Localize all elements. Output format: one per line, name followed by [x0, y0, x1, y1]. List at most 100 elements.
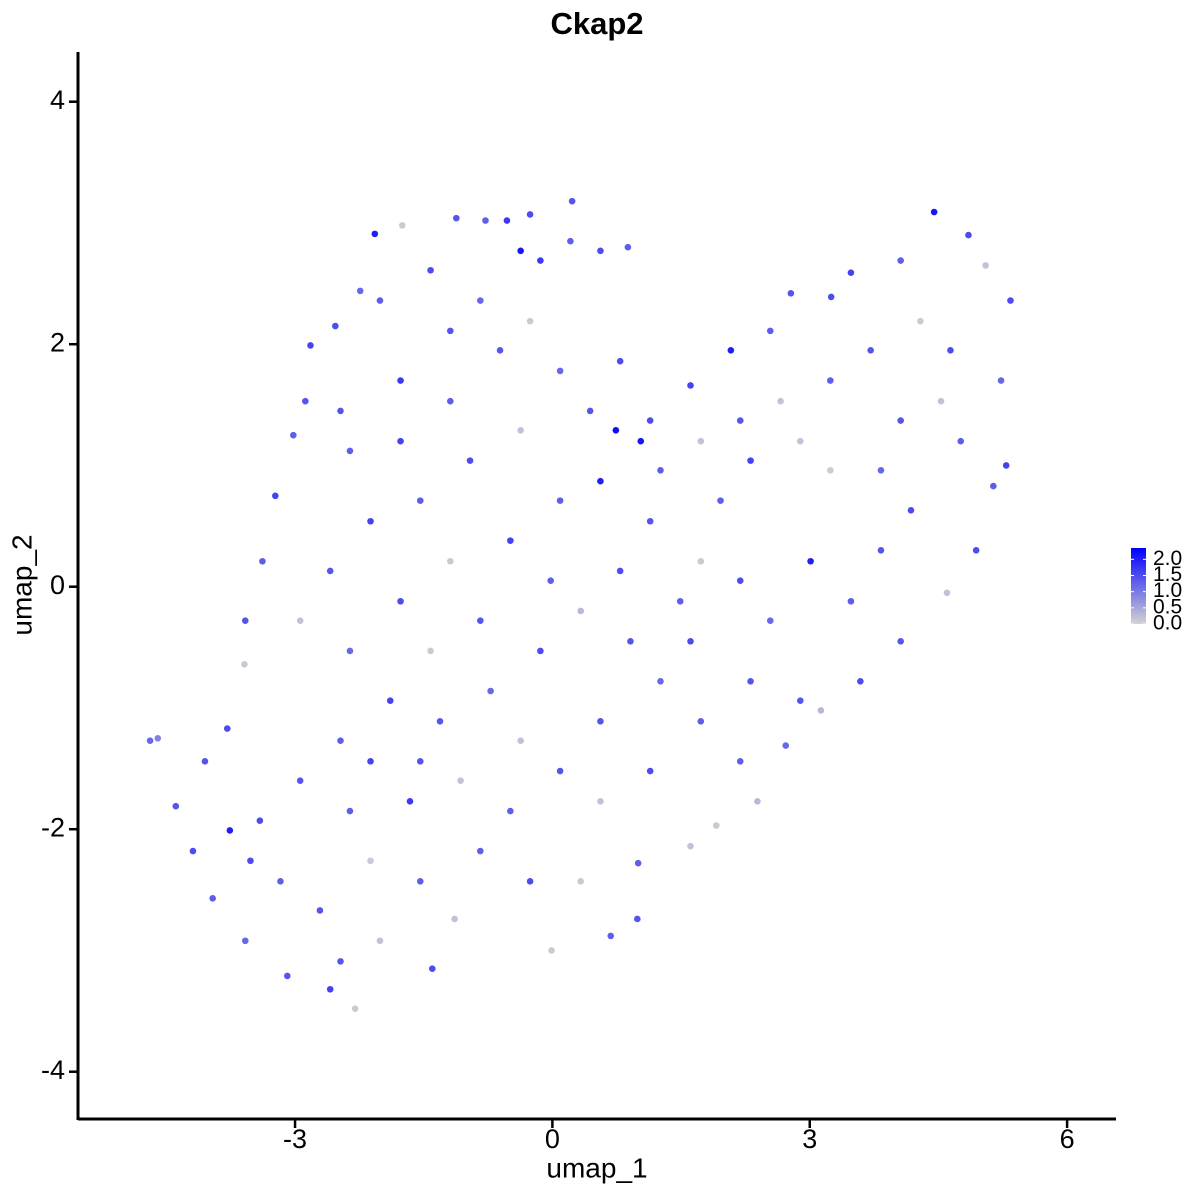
y-tick-label: -2: [41, 812, 65, 842]
point: [657, 467, 664, 474]
point: [676, 597, 684, 605]
point: [316, 907, 324, 914]
point: [624, 243, 632, 251]
colorbar: [1131, 548, 1146, 624]
point: [937, 397, 945, 405]
x-tick-label: 6: [1060, 1124, 1075, 1154]
point: [556, 497, 564, 504]
point: [867, 346, 874, 354]
colorbar-label: 0.5: [1153, 595, 1182, 618]
point: [367, 758, 374, 765]
point: [386, 697, 394, 704]
x-tick-label: -3: [283, 1124, 307, 1154]
point: [787, 289, 795, 297]
point: [897, 257, 904, 264]
point: [657, 677, 664, 685]
point: [1002, 462, 1010, 469]
point: [616, 567, 624, 575]
point: [406, 798, 414, 805]
point: [337, 407, 344, 415]
point: [782, 742, 790, 749]
point: [857, 677, 864, 685]
point: [877, 547, 885, 554]
point: [526, 211, 534, 218]
y-axis-label: umap_2: [6, 534, 37, 635]
point: [451, 915, 458, 923]
point: [477, 847, 484, 855]
point: [517, 427, 524, 434]
y-tick-label: -4: [41, 1055, 65, 1085]
point: [990, 482, 997, 490]
point: [736, 417, 744, 424]
points: [146, 197, 1014, 1012]
point: [627, 637, 634, 645]
point: [907, 507, 915, 514]
point: [897, 417, 904, 424]
point: [697, 718, 705, 725]
point: [537, 647, 544, 655]
point: [616, 357, 624, 365]
point: [428, 965, 436, 972]
colorbar-label: 0.0: [1153, 612, 1182, 635]
point: [209, 895, 216, 902]
y-tick-label: 0: [50, 570, 65, 600]
point: [697, 437, 705, 445]
point: [326, 985, 334, 993]
point: [577, 607, 585, 615]
point: [687, 382, 694, 389]
point: [736, 758, 744, 765]
point: [712, 822, 720, 829]
point: [517, 247, 524, 255]
point: [847, 597, 855, 605]
point: [284, 972, 291, 980]
point: [307, 342, 314, 349]
point: [537, 257, 544, 264]
point: [337, 958, 344, 965]
point: [427, 266, 434, 274]
point: [487, 687, 494, 695]
point: [687, 842, 694, 850]
point: [154, 734, 162, 742]
point: [807, 557, 814, 565]
point: [477, 617, 484, 624]
point: [241, 617, 249, 624]
x-tick-label: 3: [802, 1124, 817, 1154]
point: [612, 427, 620, 434]
point: [567, 237, 574, 245]
point: [877, 467, 885, 474]
point: [453, 214, 460, 222]
point: [943, 589, 951, 597]
point: [697, 557, 705, 565]
point: [356, 287, 364, 295]
point: [376, 297, 384, 304]
point: [290, 431, 297, 439]
point: [597, 798, 604, 805]
point: [556, 767, 564, 775]
point: [597, 247, 604, 255]
point: [766, 617, 774, 624]
point: [607, 932, 615, 940]
point: [957, 437, 965, 445]
point: [766, 327, 774, 335]
point: [847, 269, 855, 276]
point: [201, 758, 209, 765]
point: [416, 497, 424, 504]
colorbar-label: 1.0: [1153, 579, 1182, 602]
point: [398, 222, 406, 229]
point: [568, 197, 576, 205]
colorbar-label: 1.5: [1153, 563, 1182, 586]
point: [416, 758, 424, 765]
point: [351, 1005, 359, 1012]
point: [326, 567, 334, 575]
point: [947, 346, 954, 354]
point: [646, 767, 654, 775]
point: [416, 878, 424, 885]
point: [547, 577, 554, 584]
point: [503, 217, 511, 224]
point: [466, 457, 474, 464]
point: [376, 937, 384, 945]
point: [302, 397, 309, 405]
point: [367, 857, 374, 865]
y-tick-label: 4: [50, 85, 65, 115]
point: [817, 707, 825, 714]
